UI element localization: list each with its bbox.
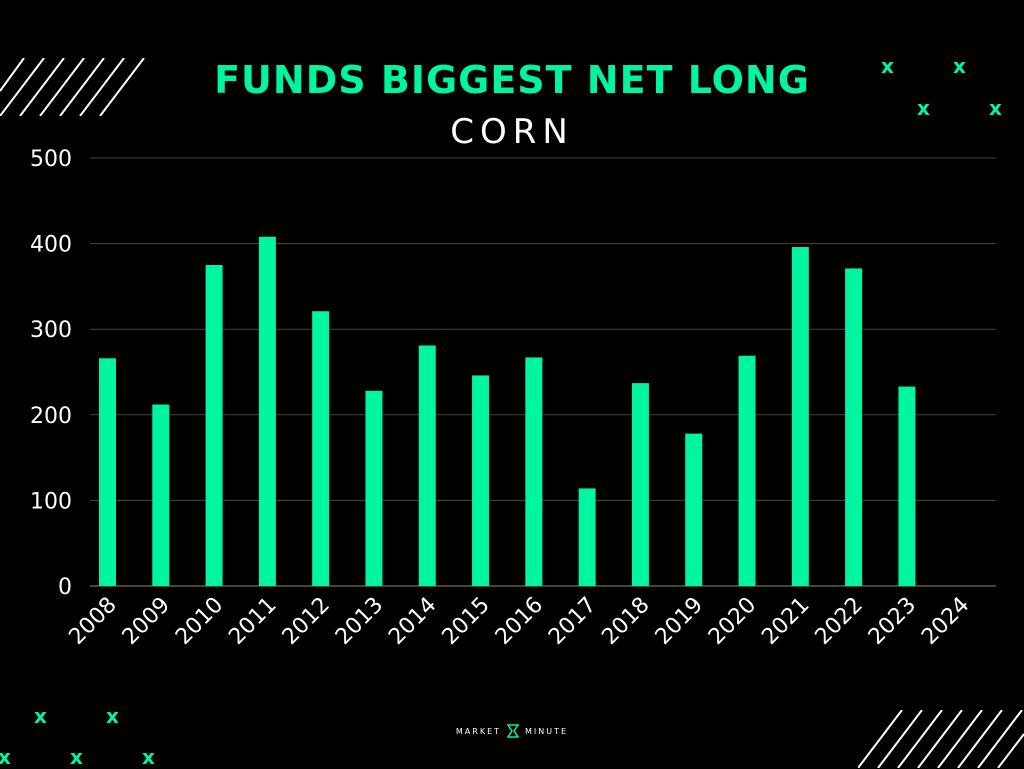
x-mark-decoration: x [881, 54, 894, 78]
bar [525, 357, 543, 586]
x-tick-label: 2024 [917, 593, 974, 650]
stripes-bottom-right-decoration [858, 710, 1024, 768]
x-tick-label: 2022 [811, 593, 868, 650]
bar [418, 345, 436, 586]
y-tick-label: 200 [30, 404, 72, 429]
bar [898, 386, 916, 586]
bar [685, 433, 703, 586]
x-mark-decoration: x [34, 704, 47, 728]
y-tick-label: 0 [58, 575, 72, 600]
x-mark-decoration: x [70, 745, 83, 769]
x-tick-label: 2010 [171, 593, 228, 650]
bar [631, 383, 649, 586]
x-tick-label: 2018 [597, 593, 654, 650]
x-tick-label: 2009 [118, 593, 175, 650]
y-tick-label: 500 [30, 147, 72, 172]
x-mark-decoration: x [106, 704, 119, 728]
bar [738, 355, 756, 586]
chart-title: FUNDS BIGGEST NET LONG [214, 58, 810, 102]
hourglass-icon [507, 724, 520, 738]
bar [472, 375, 490, 586]
x-tick-label: 2016 [491, 593, 548, 650]
x-mark-decoration: x [142, 745, 155, 769]
bar [312, 311, 330, 586]
chart-subtitle: CORN [450, 112, 574, 152]
bar [845, 268, 863, 586]
y-tick-label: 100 [30, 489, 72, 514]
bar [258, 236, 276, 586]
x-mark-decoration: x [0, 745, 11, 769]
x-tick-label: 2020 [704, 593, 761, 650]
y-tick-label: 300 [30, 318, 72, 343]
x-mark-decoration: x [953, 54, 966, 78]
x-tick-label: 2012 [278, 593, 335, 650]
x-tick-label: 2021 [757, 593, 814, 650]
x-mark-decoration: x [917, 96, 930, 120]
bar [99, 358, 116, 586]
x-tick-label: 2014 [384, 593, 441, 650]
bar [365, 390, 383, 586]
y-tick-label: 400 [30, 233, 72, 258]
x-tick-label: 2015 [438, 593, 495, 650]
x-tick-label: 2023 [864, 593, 921, 650]
x-tick-label: 2008 [64, 593, 121, 650]
brand-text-right: MINUTE [525, 726, 569, 736]
x-tick-label: 2019 [651, 593, 708, 650]
bar [791, 247, 809, 587]
stripes-top-left-decoration [0, 58, 145, 116]
x-tick-label: 2011 [224, 593, 281, 650]
x-tick-label: 2017 [544, 593, 601, 650]
x-mark-decoration: x [989, 96, 1002, 120]
x-tick-label: 2013 [331, 593, 388, 650]
bar [578, 488, 596, 586]
brand-text-left: MARKET [455, 726, 502, 736]
brand-logo: MARKET MINUTE [452, 723, 572, 739]
bar [152, 404, 170, 586]
bar [205, 265, 223, 586]
